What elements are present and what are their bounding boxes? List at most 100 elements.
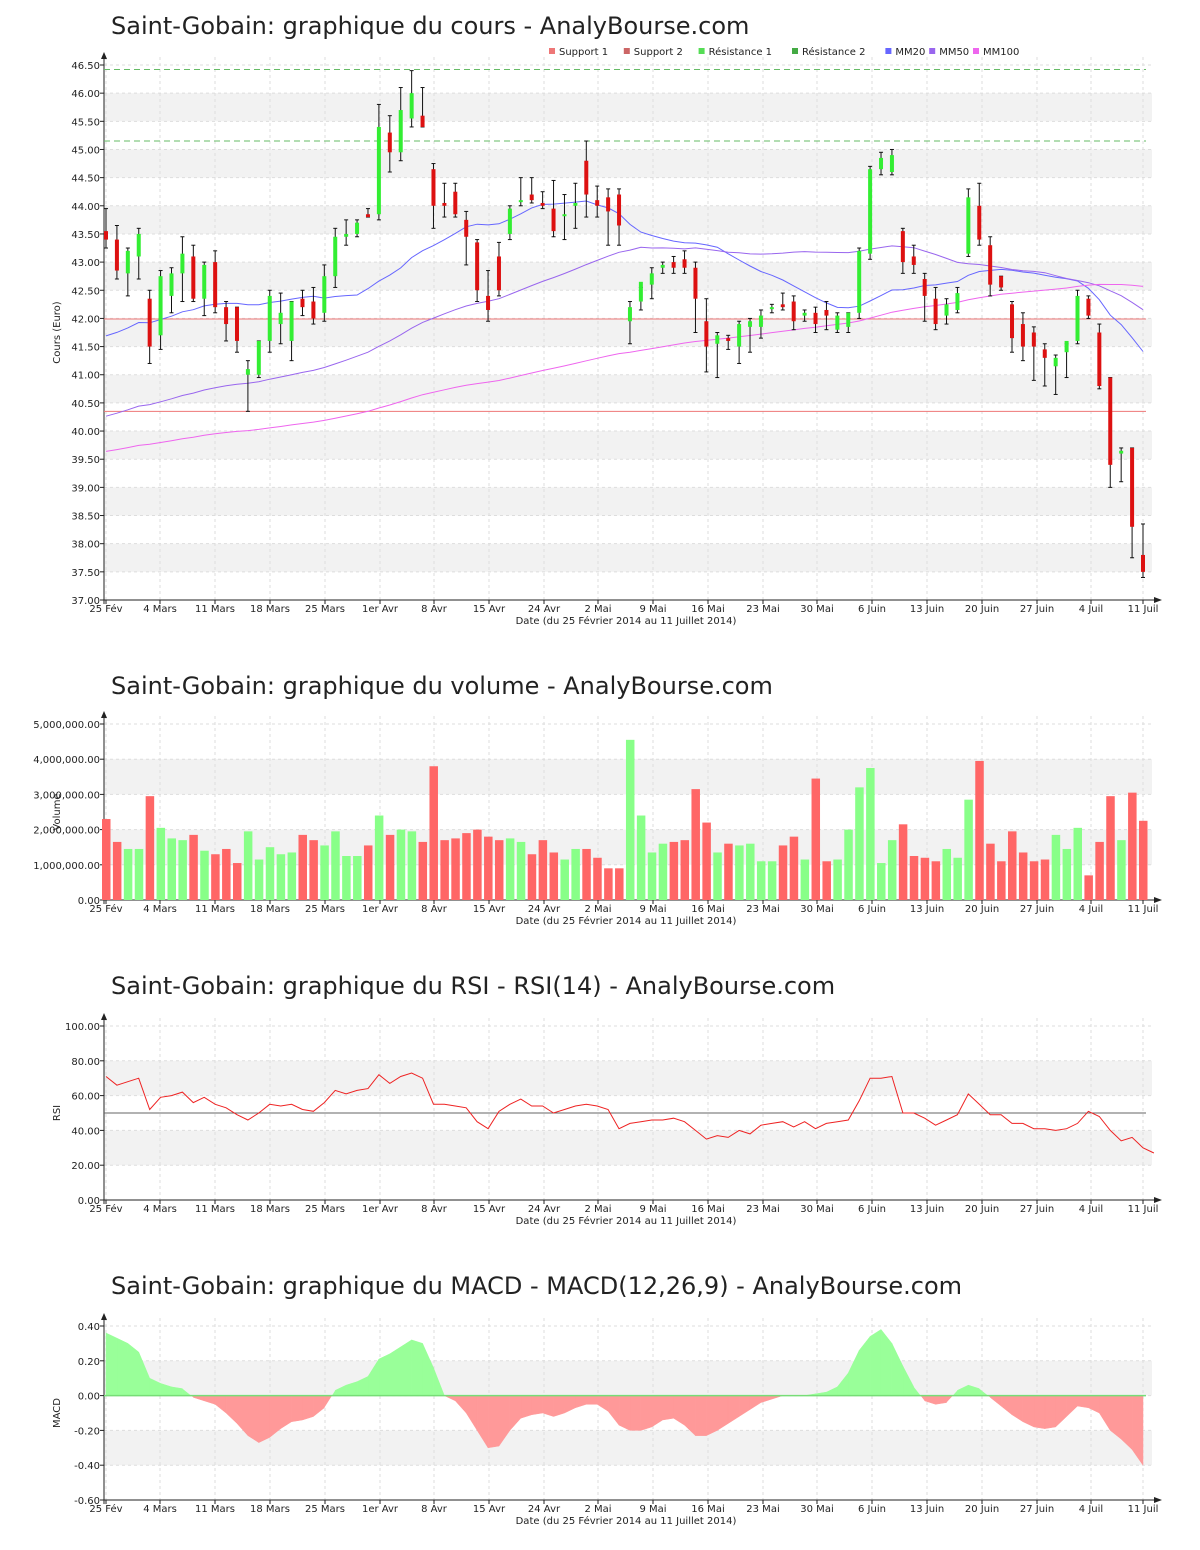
volume-bar (527, 854, 537, 900)
candle-body (857, 250, 862, 313)
legend-swatch (792, 48, 798, 54)
candle-body (638, 281, 643, 302)
legend-label: Résistance 1 (709, 46, 772, 58)
candle (682, 250, 687, 274)
volume-bar (931, 861, 941, 900)
volume-bar (833, 859, 842, 900)
price-x-tick-label: 25 Mars (305, 604, 345, 615)
volume-bar (134, 848, 144, 900)
candle-body (289, 301, 294, 341)
macd-y-tick-label: -0.40 (74, 1461, 100, 1472)
macd-x-tick-label: 11 Mars (195, 1504, 235, 1515)
mm50-line (105, 245, 1144, 417)
candle (627, 301, 632, 345)
candle (868, 165, 873, 260)
macd-y-tick-label: -0.60 (74, 1496, 100, 1507)
candle-body (409, 93, 414, 119)
volume-bar (713, 852, 722, 900)
rsi-x-tick-label: 9 Mai (639, 1204, 666, 1215)
legend-swatch (623, 48, 630, 54)
candle (475, 239, 480, 303)
volume-x-tick-label: 11 Mars (195, 904, 235, 915)
candle (922, 272, 927, 322)
price-y-tick-label: 41.00 (71, 371, 100, 382)
legend-label: MM100 (983, 47, 1019, 58)
candle (147, 289, 152, 364)
macd-area-segment (684, 1395, 696, 1437)
macd-area-segment (760, 1395, 773, 1403)
volume-bar (342, 856, 351, 900)
volume-y-tick-label: 3,000,000.00 (33, 790, 100, 801)
volume-bar (473, 829, 482, 900)
macd-area-segment (564, 1395, 576, 1414)
volume-bar (418, 841, 428, 900)
candle (824, 301, 829, 331)
macd-area-segment (203, 1395, 216, 1405)
rsi-x-tick-label: 27 Juin (1020, 1204, 1054, 1215)
price-x-tick-label: 18 Mars (250, 604, 290, 615)
macd-area-segment (629, 1395, 642, 1431)
volume-bar (756, 861, 766, 900)
candle-body (824, 309, 829, 316)
price-x-tick-label: 13 Juin (910, 604, 944, 615)
volume-x-tick-label: 16 Mai (691, 904, 724, 915)
candle-body (606, 197, 611, 212)
price-y-tick-label: 46.50 (71, 61, 100, 72)
volume-x-axis-arrow (1154, 897, 1162, 903)
candle-body (584, 160, 589, 195)
volume-bar (844, 829, 853, 900)
price-y-tick-label: 37.50 (71, 568, 100, 579)
rsi-x-tick-label: 4 Juil (1079, 1204, 1103, 1215)
macd-x-tick-label: 20 Juin (965, 1504, 999, 1515)
rsi-chart-title: Saint-Gobain: graphique du RSI - RSI(14)… (111, 972, 835, 1000)
macd-area-segment (422, 1343, 434, 1396)
candle (584, 140, 589, 218)
volume-y-tick-label: 1,000,000.00 (33, 861, 100, 872)
volume-bar (200, 850, 209, 900)
macd-y-tick-label: 0.20 (78, 1357, 100, 1368)
price-y-tick-label: 44.50 (71, 174, 100, 185)
macd-area-segment (138, 1352, 150, 1396)
rsi-x-tick-label: 30 Mai (800, 1204, 833, 1215)
candle (529, 177, 534, 204)
macd-x-tick-label: 18 Mars (250, 1504, 290, 1515)
candle-body (125, 250, 130, 274)
candle-body (551, 208, 556, 232)
candle-body (245, 369, 250, 375)
candle (278, 292, 283, 345)
candle-body (256, 340, 261, 375)
candle-body (1010, 304, 1015, 339)
legend-swatch (973, 48, 979, 54)
volume-bar (484, 836, 493, 900)
macd-x-tick-label: 6 Juin (858, 1504, 886, 1515)
volume-x-tick-label: 9 Mai (639, 904, 666, 915)
candle-body (726, 338, 731, 341)
price-x-tick-label: 4 Juil (1079, 604, 1103, 615)
macd-area-segment (913, 1386, 921, 1396)
volume-bar (429, 766, 438, 900)
macd-area-segment (465, 1395, 478, 1432)
volume-bar (1062, 848, 1072, 900)
candle (791, 295, 796, 331)
candle-body (846, 312, 851, 327)
macd-area-segment (116, 1337, 129, 1396)
macd-band (104, 1430, 1152, 1466)
candle (1010, 301, 1015, 353)
volume-bar (1084, 875, 1093, 900)
candle (267, 289, 272, 353)
volume-bar (1029, 861, 1039, 900)
macd-area-segment (127, 1342, 139, 1396)
macd-area-segment (520, 1395, 532, 1419)
macd-area-segment (706, 1395, 718, 1437)
candle (464, 210, 469, 266)
rsi-x-tick-label: 18 Mars (250, 1204, 290, 1215)
candle-body (213, 262, 218, 308)
price-x-tick-label: 11 Juil (1128, 604, 1159, 615)
candle (813, 306, 818, 333)
candle-body (234, 307, 239, 341)
volume-y-tick-label: 5,000,000.00 (33, 720, 100, 731)
price-band (104, 543, 1152, 572)
volume-bar (920, 857, 930, 900)
price-y-tick-label: 44.00 (71, 202, 100, 213)
macd-area-segment (952, 1390, 958, 1396)
